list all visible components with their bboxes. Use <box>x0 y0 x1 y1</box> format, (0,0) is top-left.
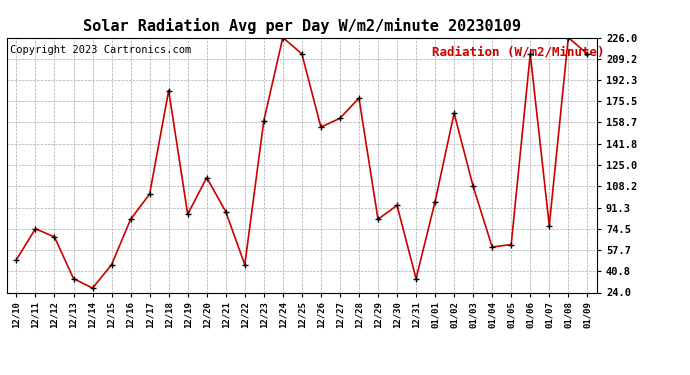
Text: Copyright 2023 Cartronics.com: Copyright 2023 Cartronics.com <box>10 45 191 55</box>
Title: Solar Radiation Avg per Day W/m2/minute 20230109: Solar Radiation Avg per Day W/m2/minute … <box>83 18 521 33</box>
Text: Radiation (W/m2/Minute): Radiation (W/m2/Minute) <box>432 45 604 58</box>
